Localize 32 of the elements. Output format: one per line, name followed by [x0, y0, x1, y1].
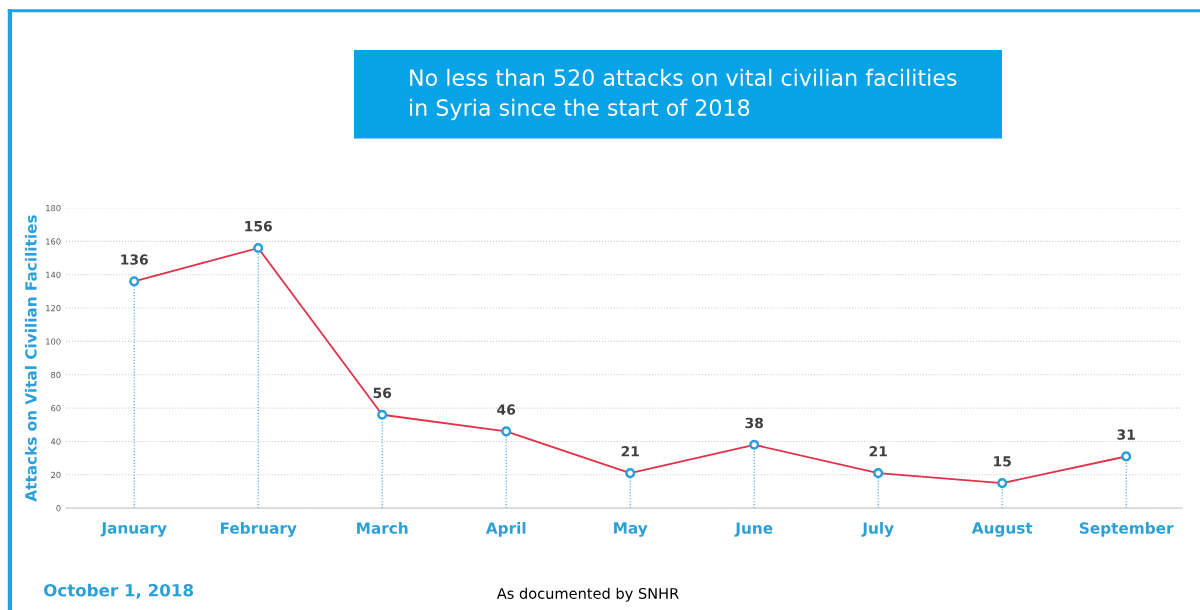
y-tick-label: 20 — [51, 471, 61, 479]
data-label: 136 — [121, 254, 148, 265]
data-label: 38 — [745, 417, 763, 429]
y-tick-label: 0 — [56, 505, 61, 512]
y-tick-label: 140 — [46, 271, 61, 278]
y-tick-label: 120 — [46, 305, 61, 312]
data-label: 21 — [621, 446, 639, 457]
y-tick-label: 60 — [51, 405, 61, 412]
x-tick-label: February — [220, 522, 297, 537]
x-tick-label: March — [357, 522, 408, 534]
chart-title: No less than 520 attacks on vital civilian facilities in Syria since the start of 2018 — [410, 68, 957, 121]
x-tick-label: August — [971, 522, 1033, 537]
x-tick-label: September — [1079, 522, 1174, 537]
y-tick-label: 40 — [50, 438, 61, 445]
x-tick-label: April — [485, 522, 526, 537]
y-axis-title: Attacks on Vital Civilian Facilities — [24, 215, 37, 502]
data-label: 21 — [869, 446, 887, 457]
text: October 1, 2018 — [44, 583, 193, 599]
y-tick-label: 180 — [46, 204, 61, 212]
x-tick-label: May — [614, 522, 648, 537]
data-label: 15 — [994, 456, 1011, 467]
data-label: 156 — [245, 220, 272, 232]
text: As documented by SNHR — [496, 587, 679, 602]
data-label: 31 — [1117, 429, 1135, 440]
y-tick-label: 160 — [46, 238, 61, 245]
x-tick-label: July — [861, 522, 894, 537]
data-label: 46 — [497, 404, 516, 415]
data-label: 56 — [373, 387, 392, 399]
x-tick-label: June — [734, 522, 773, 537]
x-tick-label: January — [100, 522, 167, 537]
y-tick-label: 80 — [51, 371, 61, 379]
y-tick-label: 100 — [46, 338, 61, 345]
